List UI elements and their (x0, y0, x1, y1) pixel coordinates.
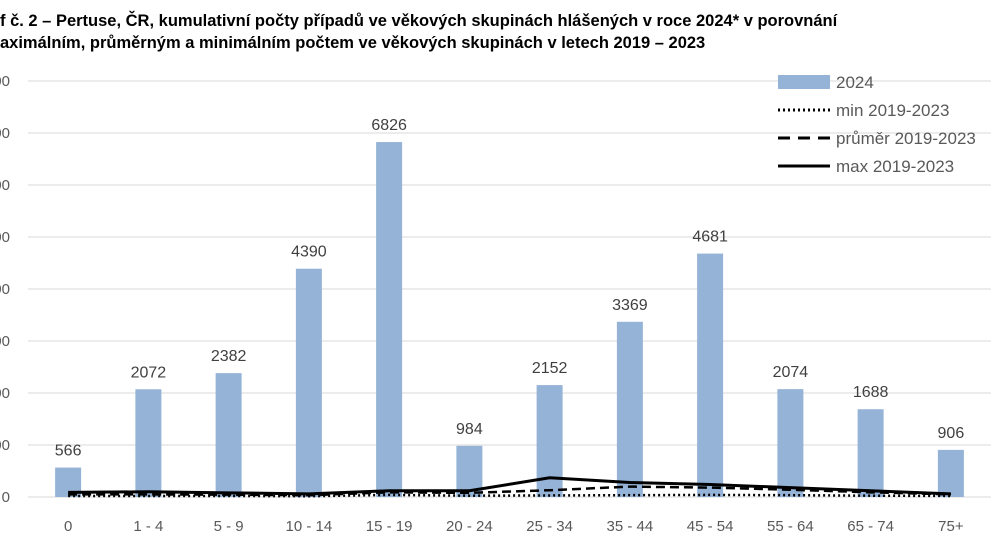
y-tick-label: 0 (2, 489, 10, 506)
x-tick-label: 1 - 4 (133, 518, 163, 535)
chart-title-line-2: aximálním, průměrným a minimálním počtem… (0, 34, 706, 52)
x-tick-label: 75+ (938, 518, 964, 535)
x-tick-label: 10 - 14 (286, 518, 333, 535)
chart-title-line-1: f č. 2 – Pertuse, ČR, kumulativní počty … (0, 12, 838, 30)
y-tick-label: 4000 (0, 281, 10, 298)
bar-55 - 64 (777, 389, 804, 497)
line-max 2019-2023 (68, 476, 951, 496)
bar-1 - 4 (135, 389, 162, 497)
y-tick-label: 8000 (0, 73, 10, 90)
bar-65 - 74 (857, 409, 884, 497)
legend-label-max 2019-2023: max 2019-2023 (836, 157, 954, 176)
data-label-1 - 4: 2072 (131, 364, 167, 381)
x-tick-label: 15 - 19 (366, 518, 413, 535)
legend-label-min 2019-2023: min 2019-2023 (836, 101, 949, 120)
data-label-35 - 44: 3369 (612, 297, 648, 314)
bar-10 - 14 (295, 268, 322, 497)
x-tick-label: 5 - 9 (214, 518, 244, 535)
data-label-55 - 64: 2074 (773, 364, 809, 381)
x-tick-label: 25 - 34 (526, 518, 573, 535)
x-tick-label: 20 - 24 (446, 518, 493, 535)
bar-15 - 19 (376, 142, 403, 497)
bar-5 - 9 (215, 373, 242, 497)
data-labels: 566 2072 2382 4390 6826 984 2152 3369 4681 2074 16… (55, 117, 965, 460)
bar-45 - 54 (697, 253, 724, 497)
line-min 2019-2023 (68, 493, 951, 498)
data-label-25 - 34: 2152 (532, 360, 568, 377)
x-tick-label: 45 - 54 (687, 518, 734, 535)
data-label-75+: 906 (938, 425, 965, 442)
x-tick-label: 55 - 64 (767, 518, 814, 535)
legend: 2024 min 2019-2023 průměr 2019-2023 max 201… (778, 73, 976, 176)
gridlines (28, 80, 991, 498)
legend-swatch-2024 (778, 75, 830, 89)
x-axis-tick-labels: 0 1 - 4 5 - 9 10 - 14 15 - 19 20 - 24 25 - 34 3… (64, 518, 964, 535)
legend-label-2024: 2024 (836, 73, 874, 92)
y-tick-label: 1000 (0, 437, 10, 454)
bar-75+ (937, 449, 964, 497)
data-label-10 - 14: 4390 (291, 244, 327, 261)
bars-2024 (55, 142, 964, 497)
chart-title: f č. 2 – Pertuse, ČR, kumulativní počty … (0, 10, 991, 54)
y-tick-label: 2000 (0, 385, 10, 402)
y-tick-label: 5000 (0, 229, 10, 246)
data-label-20 - 24: 984 (456, 421, 483, 438)
x-tick-label: 65 - 74 (847, 518, 894, 535)
legend-label-průměr 2019-2023: průměr 2019-2023 (836, 129, 976, 148)
comparison-lines (68, 476, 951, 498)
x-tick-label: 0 (64, 518, 72, 535)
y-tick-label: 7000 (0, 125, 10, 142)
line-průměr 2019-2023 (68, 485, 951, 497)
y-tick-label: 6000 (0, 177, 10, 194)
bar-35 - 44 (616, 321, 643, 497)
data-label-45 - 54: 4681 (692, 229, 728, 246)
data-label-15 - 19: 6826 (371, 117, 407, 134)
data-label-5 - 9: 2382 (211, 348, 247, 365)
x-tick-label: 35 - 44 (607, 518, 654, 535)
data-label-0: 566 (55, 443, 82, 460)
data-label-65 - 74: 1688 (853, 384, 889, 401)
